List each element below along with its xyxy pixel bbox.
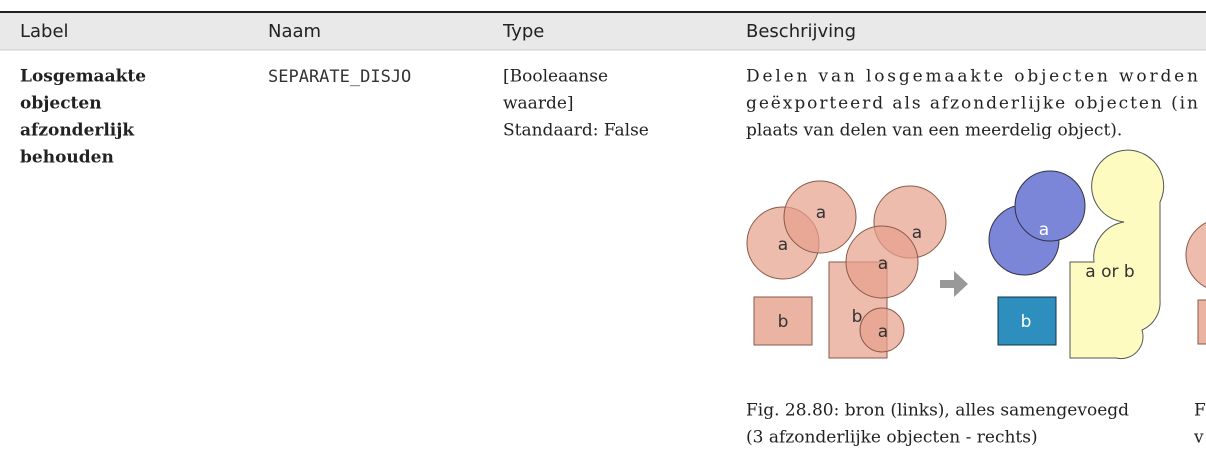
description-line: geëxporteerd als afzonderlijke objecten … xyxy=(746,94,1198,114)
type-line: waarde] xyxy=(503,94,574,114)
label-line: Losgemaakte xyxy=(20,67,146,87)
label-line: objecten xyxy=(20,94,102,114)
type-line: Standaard: False xyxy=(503,121,649,141)
figure-label: a xyxy=(1039,220,1049,240)
figure-label: a xyxy=(878,322,888,342)
figure-label: a xyxy=(878,254,888,274)
description-line: plaats van delen van een meerdelig objec… xyxy=(746,121,1122,141)
figure-label: a xyxy=(778,235,788,255)
label-line: behouden xyxy=(20,148,114,168)
header-cell: Label xyxy=(20,21,69,42)
figure-label: a xyxy=(816,203,826,223)
figure-label: a xyxy=(912,223,922,243)
description-line: Delen van losgemaakte objecten worden xyxy=(746,67,1198,87)
header-bg xyxy=(0,12,1206,50)
header-cell: Beschrijving xyxy=(746,21,856,42)
caption-line: Fig. 28.80: bron (links), alles samengev… xyxy=(746,401,1129,421)
figure xyxy=(746,149,1206,360)
caption-line: (3 afzonderlijke objecten - rechts) xyxy=(746,428,1038,448)
header-cell: Type xyxy=(502,21,544,42)
clipped-text: v xyxy=(1193,428,1204,448)
figure-label: b xyxy=(1021,312,1032,332)
label-cell: Losgemaakte objecten afzonderlijk behoud… xyxy=(20,67,146,168)
clipped-text: F xyxy=(1194,401,1206,421)
figure-label: b xyxy=(778,312,789,332)
figure-label: b xyxy=(852,307,863,327)
type-line: [Booleaanse xyxy=(503,67,608,87)
figure-label: a or b xyxy=(1085,262,1134,282)
name-cell: SEPARATE_DISJO xyxy=(268,67,411,87)
label-line: afzonderlijk xyxy=(20,121,135,141)
header-cell: Naam xyxy=(268,21,321,42)
figure-labels: a a a a a b b a b a or b xyxy=(778,203,1135,342)
